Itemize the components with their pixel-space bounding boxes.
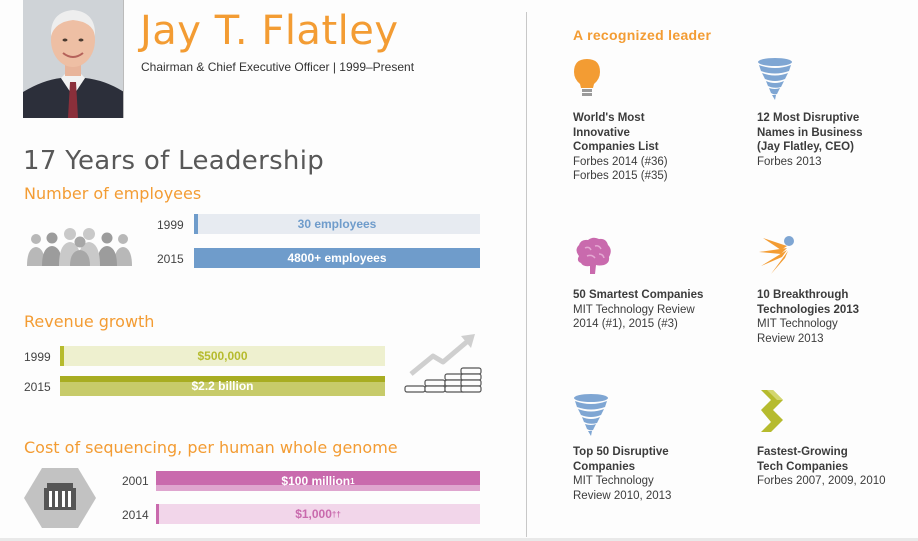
sequencing-bar-2001-value: $100 million bbox=[281, 474, 351, 488]
employees-bar-2015-label: 4800+ employees bbox=[287, 251, 387, 265]
award-detail: Forbes 2013 bbox=[757, 155, 822, 168]
lightbulb-icon bbox=[573, 58, 601, 103]
award-disruptive-companies: Top 50 Disruptive Companies MIT Technolo… bbox=[573, 445, 733, 503]
employees-bar-2015: 4800+ employees bbox=[194, 248, 480, 268]
ceo-subtitle: Chairman & Chief Executive Officer | 199… bbox=[141, 60, 415, 74]
employees-bar-1999: 30 employees bbox=[194, 214, 480, 234]
award-fastest-growing: Fastest-Growing Tech Companies Forbes 20… bbox=[757, 445, 917, 489]
revenue-year-2015: 2015 bbox=[24, 380, 51, 394]
sequencing-bar-2014-label: $1,000 †† bbox=[156, 504, 480, 524]
employees-bar-1999-label: 30 employees bbox=[297, 217, 377, 231]
sequencing-year-2001: 2001 bbox=[122, 474, 149, 488]
sequencing-title: Cost of sequencing, per human whole geno… bbox=[24, 438, 398, 457]
sequencing-bar-2001-label: $100 million 1 bbox=[156, 471, 480, 491]
recognition-title: A recognized leader bbox=[573, 27, 712, 43]
sequencing-bar-2001-fill bbox=[156, 485, 480, 491]
award-detail: MIT Technology Review 2013 bbox=[757, 318, 838, 345]
award-title: Top 50 Disruptive Companies bbox=[573, 446, 669, 473]
award-smartest-companies: 50 Smartest Companies MIT Technology Rev… bbox=[573, 288, 733, 332]
sequencing-bar-2014-fill bbox=[156, 504, 159, 524]
sequencing-bar-2001: $100 million 1 bbox=[156, 471, 480, 491]
award-title: 50 Smartest Companies bbox=[573, 289, 704, 301]
ceo-photo bbox=[23, 0, 124, 118]
coin-stacks-growth-icon bbox=[403, 328, 483, 403]
employees-year-2015: 2015 bbox=[157, 252, 184, 266]
bottom-border bbox=[0, 538, 918, 541]
award-detail: MIT Technology Review 2014 (#1), 2015 (#… bbox=[573, 303, 695, 331]
column-divider bbox=[526, 12, 527, 537]
award-innovative-companies: World's Most Innovative Companies List F… bbox=[573, 111, 733, 184]
dna-icon bbox=[757, 388, 787, 439]
award-detail: Forbes 2007, 2009, 2010 bbox=[757, 475, 886, 487]
tornado-icon bbox=[757, 58, 793, 105]
sequencing-bar-2001-footnote: 1 bbox=[350, 476, 355, 486]
award-title: 10 Breakthrough Technologies 2013 bbox=[757, 289, 860, 316]
sequencer-icon bbox=[24, 468, 96, 533]
sequencing-bar-2014-footnote: †† bbox=[331, 509, 341, 519]
sequencing-year-2014: 2014 bbox=[122, 508, 149, 522]
employees-bar-1999-fill bbox=[194, 214, 198, 234]
revenue-bar-2015-fill bbox=[60, 376, 385, 382]
award-detail: MIT Technology Review 2010, 2013 bbox=[573, 475, 672, 502]
revenue-bar-1999-label: $500,000 bbox=[197, 349, 248, 363]
tornado-icon bbox=[573, 394, 609, 441]
revenue-bar-1999: $500,000 bbox=[60, 346, 385, 366]
sequencing-bar-2014: $1,000 †† bbox=[156, 504, 480, 524]
award-disruptive-names: 12 Most Disruptive Names in Business (Ja… bbox=[757, 111, 917, 169]
brain-icon bbox=[573, 236, 613, 281]
revenue-year-1999: 1999 bbox=[24, 350, 51, 364]
employees-title: Number of employees bbox=[24, 184, 202, 203]
award-title: 12 Most Disruptive Names in Business (Ja… bbox=[757, 112, 863, 153]
revenue-bar-2015: $2.2 billion bbox=[60, 376, 385, 396]
people-icon bbox=[26, 226, 136, 271]
award-detail: Forbes 2014 (#36) Forbes 2015 (#35) bbox=[573, 155, 668, 183]
revenue-bar-2015-label: $2.2 billion bbox=[191, 379, 254, 393]
employees-year-1999: 1999 bbox=[157, 218, 184, 232]
revenue-bar-1999-fill bbox=[60, 346, 64, 366]
sequencing-bar-2014-value: $1,000 bbox=[295, 507, 332, 521]
ceo-name: Jay T. Flatley bbox=[140, 8, 399, 54]
burst-icon bbox=[757, 234, 797, 281]
award-title: Fastest-Growing Tech Companies bbox=[757, 446, 849, 473]
leadership-title: 17 Years of Leadership bbox=[23, 146, 325, 176]
award-breakthrough-technologies: 10 Breakthrough Technologies 2013 MIT Te… bbox=[757, 288, 917, 346]
revenue-title: Revenue growth bbox=[24, 312, 155, 331]
award-title: World's Most Innovative Companies List bbox=[573, 112, 659, 153]
